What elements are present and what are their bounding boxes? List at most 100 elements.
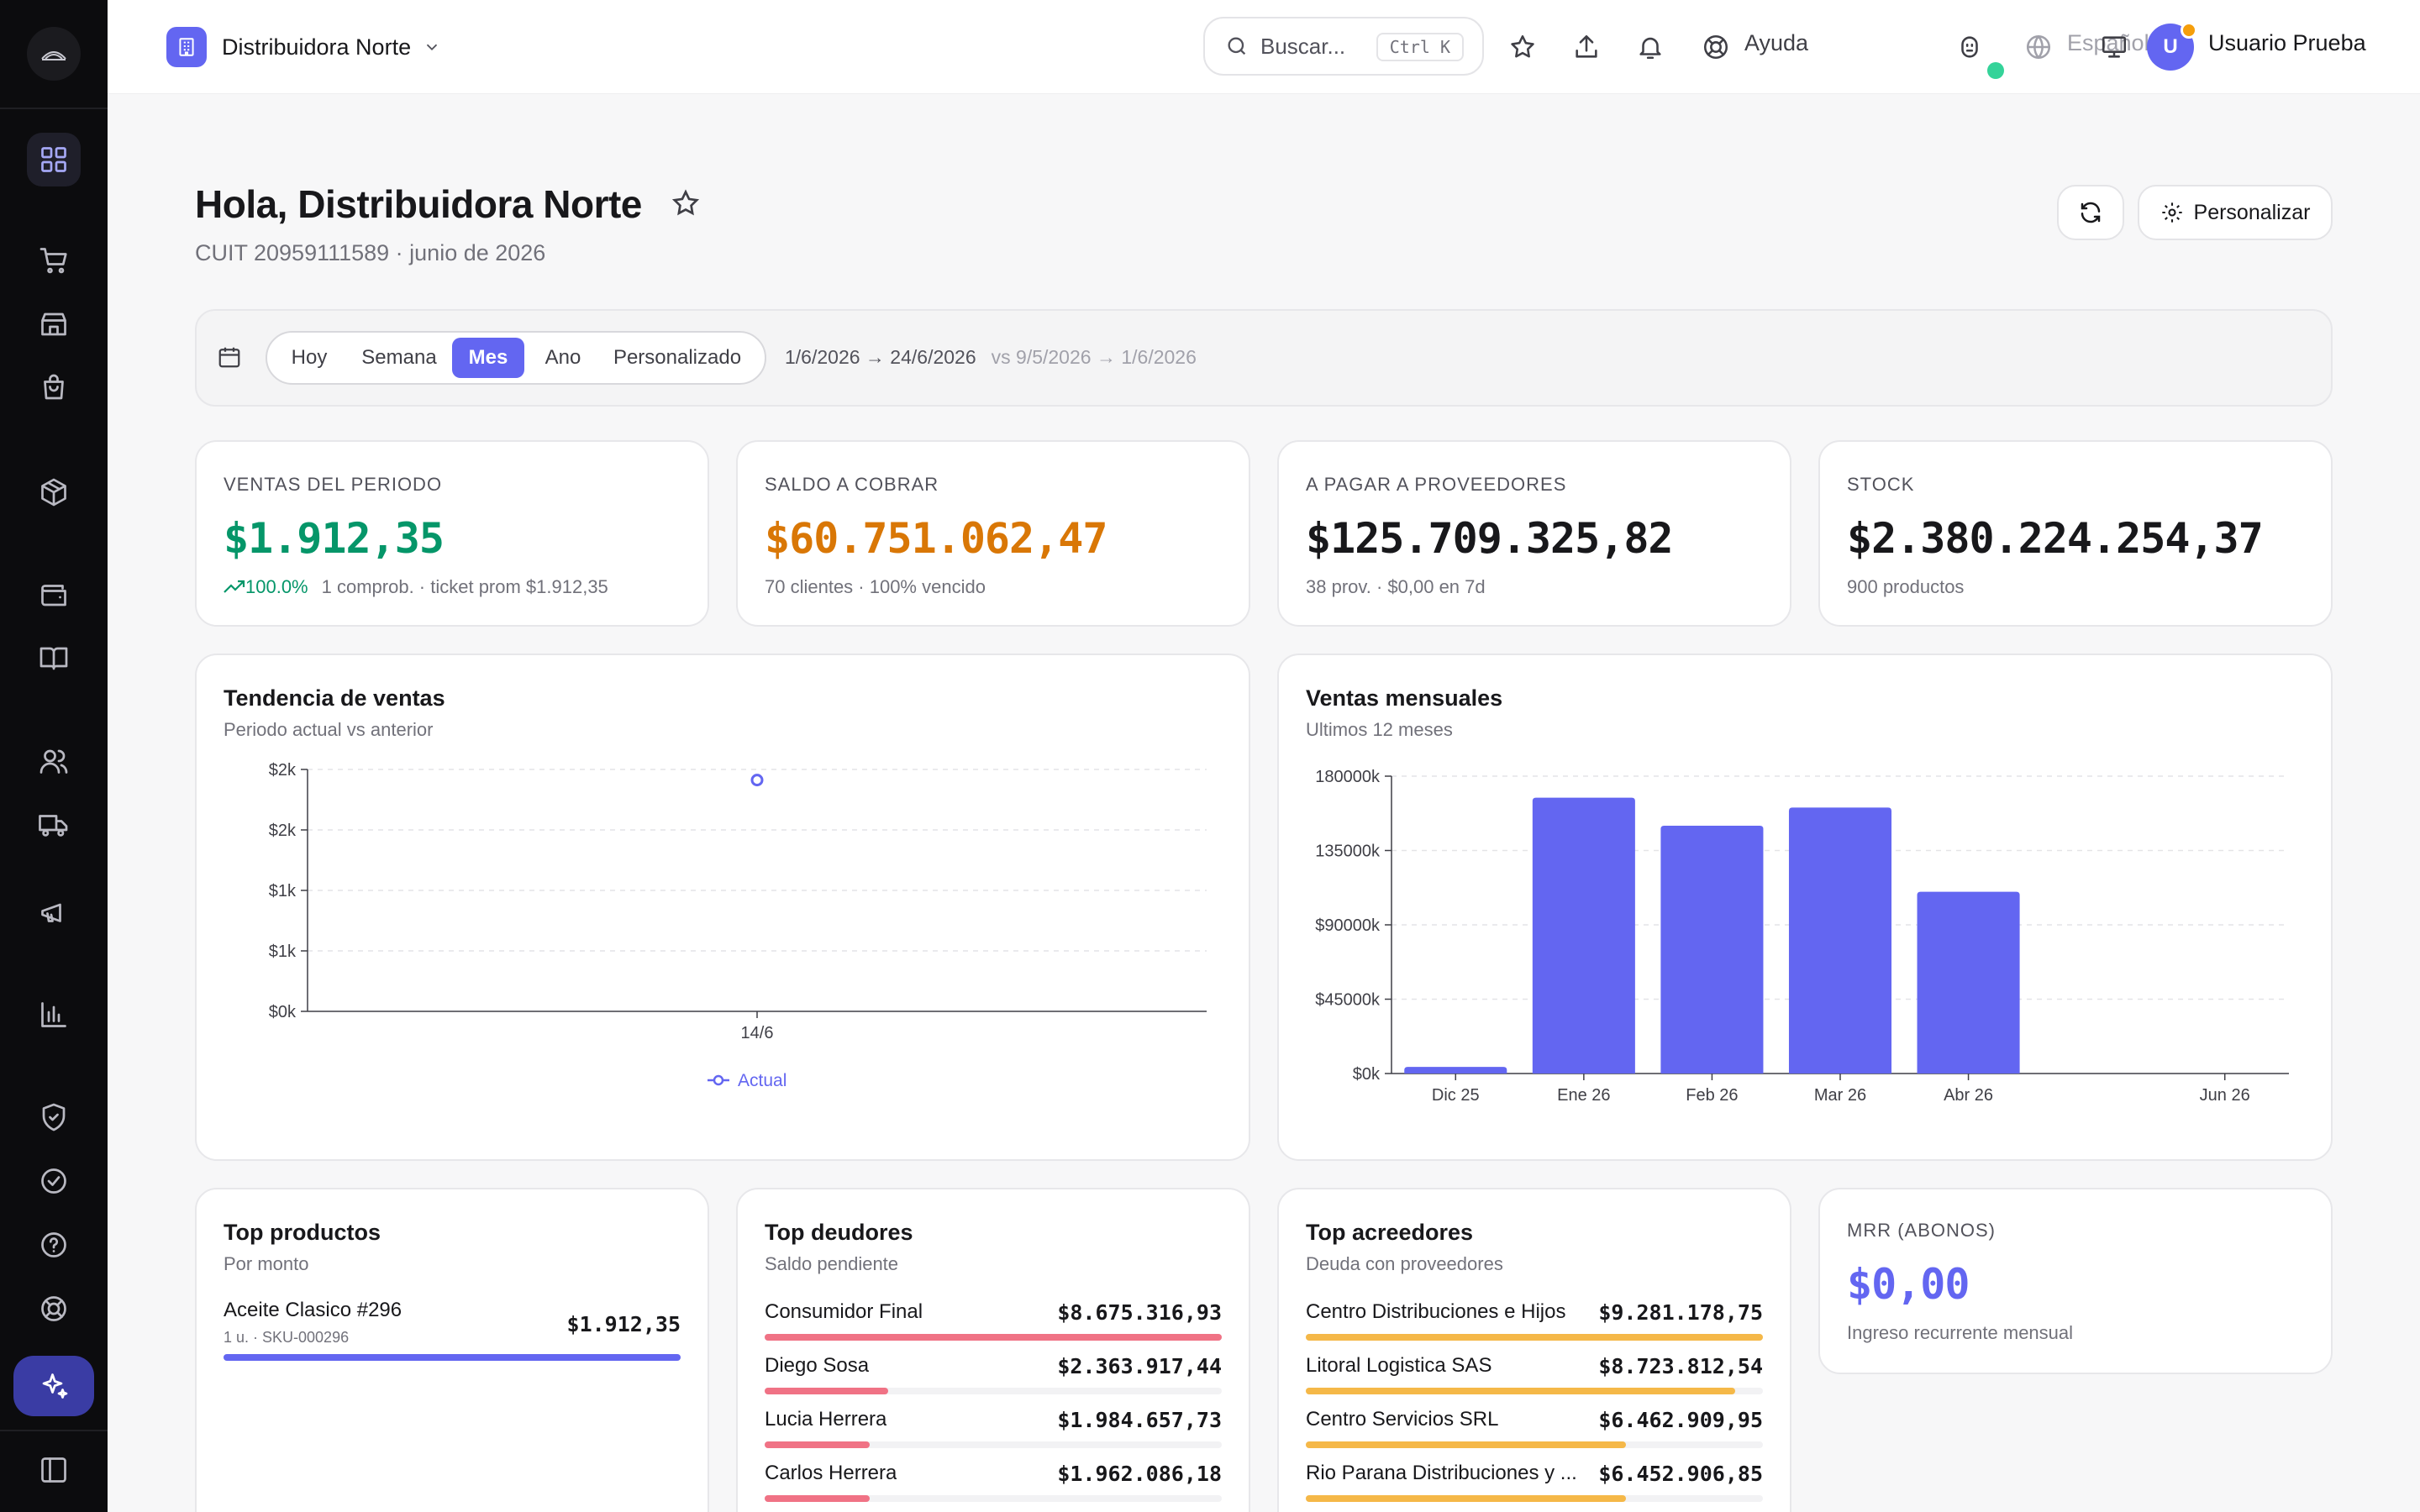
period-option-mes[interactable]: Mes xyxy=(452,338,524,378)
sidebar-collapse-toggle[interactable] xyxy=(27,1443,81,1497)
period-option-semana[interactable]: Semana xyxy=(361,346,437,369)
legend-marker xyxy=(713,1074,724,1086)
cart-icon xyxy=(39,248,67,274)
building-icon xyxy=(166,27,207,67)
period-option-hoy[interactable]: Hoy xyxy=(291,346,328,369)
list-item[interactable]: Centro Servicios SRL $6.462.909,95 xyxy=(1306,1408,1763,1450)
progress-fill xyxy=(765,1334,1222,1341)
monitor-icon xyxy=(2102,36,2127,58)
top-products-card: Top productos Por monto Aceite Clasico #… xyxy=(195,1188,709,1512)
sidebar-item-sales[interactable] xyxy=(27,234,81,287)
debtor-name: Lucia Herrera xyxy=(765,1408,887,1431)
refresh-button[interactable] xyxy=(2057,185,2124,240)
bar[interactable] xyxy=(1917,891,2020,1074)
card-title: Top productos xyxy=(224,1220,381,1245)
bar[interactable] xyxy=(1660,826,1764,1074)
y-tick-label: $90000k xyxy=(1315,916,1381,935)
display-mode-button[interactable] xyxy=(2096,29,2133,66)
favorite-page-button[interactable] xyxy=(671,188,701,223)
list-item[interactable]: Centro Distribuciones e Hijos $9.281.178… xyxy=(1306,1300,1763,1342)
kpi-card-ventas[interactable]: VENTAS DEL PERIODO $1.912,35 100.0% 1 co… xyxy=(195,440,709,627)
kpi-card-saldo-cobrar[interactable]: SALDO A COBRAR $60.751.062,47 70 cliente… xyxy=(736,440,1250,627)
search-input[interactable]: Buscar... Ctrl K xyxy=(1203,17,1484,76)
kpi-card-stock[interactable]: STOCK $2.380.224.254,37 900 productos xyxy=(1818,440,2333,627)
sidebar-item-dashboard[interactable] xyxy=(27,133,81,186)
sidebar-item-purchases[interactable] xyxy=(27,361,81,415)
help-button[interactable] xyxy=(1697,29,1734,66)
kpi-card-pagar-proveedores[interactable]: A PAGAR A PROVEEDORES $125.709.325,82 38… xyxy=(1277,440,1791,627)
period-option-personalizado[interactable]: Personalizado xyxy=(613,346,742,369)
help-label[interactable]: Ayuda xyxy=(1744,30,1809,55)
top-creditors-card: Top acreedores Deuda con proveedores Cen… xyxy=(1277,1188,1791,1512)
sidebar-item-security[interactable] xyxy=(27,1090,81,1144)
sidebar-item-reports[interactable] xyxy=(27,988,81,1042)
card-title: Tendencia de ventas xyxy=(224,685,445,711)
sidebar-item-clients[interactable] xyxy=(27,734,81,788)
sidebar xyxy=(0,0,108,1512)
robot-icon xyxy=(1961,36,1978,58)
sidebar-item-store[interactable] xyxy=(27,297,81,351)
sidebar-item-inventory[interactable] xyxy=(27,465,81,519)
product-amount: $1.912,35 xyxy=(566,1312,681,1336)
sidebar-item-tasks[interactable] xyxy=(27,1154,81,1208)
list-item[interactable]: Lucia Herrera $1.984.657,73 xyxy=(765,1408,1222,1450)
bar[interactable] xyxy=(1532,797,1635,1074)
list-item[interactable]: Litoral Logistica SAS $8.723.812,54 xyxy=(1306,1354,1763,1396)
list-item[interactable]: Consumidor Final $8.675.316,93 xyxy=(765,1300,1222,1342)
period-option-ano[interactable]: Ano xyxy=(544,346,581,369)
app-logo[interactable] xyxy=(27,27,81,81)
debtor-name: Carlos Herrera xyxy=(765,1462,897,1484)
sidebar-item-assistant[interactable] xyxy=(13,1356,94,1416)
language-button[interactable] xyxy=(2020,29,2057,66)
legend-label[interactable]: Actual xyxy=(738,1071,786,1090)
creditor-name: Litoral Logistica SAS xyxy=(1306,1354,1492,1377)
bar[interactable] xyxy=(1404,1067,1507,1074)
sidebar-item-support[interactable] xyxy=(27,1282,81,1336)
mrr-card[interactable]: MRR (ABONOS) $0,00 Ingreso recurrente me… xyxy=(1818,1188,2333,1374)
kpi-note: 38 prov. · $0,00 en 7d xyxy=(1306,576,1486,597)
sidebar-item-accounting[interactable] xyxy=(27,632,81,685)
sidebar-divider xyxy=(0,108,108,109)
calendar-button[interactable] xyxy=(217,344,242,374)
card-subtitle: Deuda con proveedores xyxy=(1306,1253,1503,1274)
list-item[interactable]: Rio Parana Distribuciones y ... $6.452.9… xyxy=(1306,1462,1763,1504)
assistant-status-button[interactable] xyxy=(1951,29,1988,66)
progress-fill xyxy=(765,1388,888,1394)
bar[interactable] xyxy=(1788,807,1892,1074)
kpi-note: 70 clientes · 100% vencido xyxy=(765,576,986,597)
avatar-initial: U xyxy=(2163,35,2178,58)
progress-track xyxy=(1306,1334,1763,1341)
users-icon xyxy=(39,749,68,774)
kpi-note: 100.0% 1 comprob. · ticket prom $1.912,3… xyxy=(224,576,608,598)
list-item[interactable]: Diego Sosa $2.363.917,44 xyxy=(765,1354,1222,1396)
debtor-name: Diego Sosa xyxy=(765,1354,870,1377)
globe-icon xyxy=(2026,34,2051,60)
data-point[interactable] xyxy=(750,774,764,787)
share-button[interactable] xyxy=(1568,29,1605,66)
avatar-badge xyxy=(2181,22,2197,39)
sidebar-item-wallet[interactable] xyxy=(27,568,81,622)
card-subtitle: Por monto xyxy=(224,1253,309,1274)
sidebar-item-logistics[interactable] xyxy=(27,798,81,852)
customize-button[interactable]: Personalizar xyxy=(2138,185,2333,240)
list-item[interactable]: Aceite Clasico #296 1 u. · SKU-000296 $1… xyxy=(224,1299,681,1366)
list-item[interactable]: Carlos Herrera $1.962.086,18 xyxy=(765,1462,1222,1504)
progress-track xyxy=(765,1441,1222,1448)
sales-trend-chart: $0k $1k $1k $2k $2k 14/6 Actual xyxy=(269,761,1207,1090)
sales-trend-card: Tendencia de ventas Periodo actual vs an… xyxy=(195,654,1250,1161)
sidebar-item-marketing[interactable] xyxy=(27,885,81,939)
kpi-label: MRR (ABONOS) xyxy=(1847,1220,1996,1241)
chevron-down-icon xyxy=(426,44,438,51)
y-tick-label: $2k xyxy=(269,761,297,780)
user-name[interactable]: Usuario Prueba xyxy=(2208,30,2366,55)
kpi-value: $1.912,35 xyxy=(224,514,445,563)
notifications-button[interactable] xyxy=(1632,29,1669,66)
favorites-button[interactable] xyxy=(1504,29,1541,66)
sidebar-item-faq[interactable] xyxy=(27,1218,81,1272)
avatar[interactable]: U xyxy=(2147,22,2197,71)
org-switcher[interactable]: Distribuidora Norte xyxy=(166,27,441,67)
top-debtors-card: Top deudores Saldo pendiente Consumidor … xyxy=(736,1188,1250,1512)
refresh-icon xyxy=(2081,202,2101,223)
logo-icon xyxy=(41,51,66,60)
y-tick-label: $1k xyxy=(269,882,297,900)
